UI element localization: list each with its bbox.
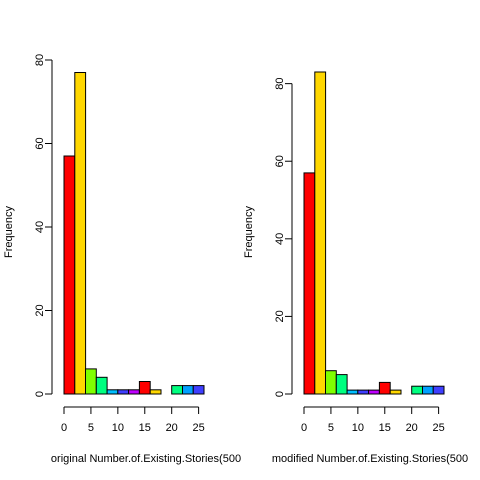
histogram-bar [368,389,380,395]
x-axis-label: modified Number.of.Existing.Stories(500 [272,453,468,465]
histogram-bar [182,385,194,395]
y-tick-label: 80 [34,54,46,66]
x-tick-label: 5 [88,422,94,434]
x-axis-label: original Number.of.Existing.Stories(500 [51,453,241,465]
x-tick-label: 5 [328,422,334,434]
y-tick-label: 20 [34,304,46,316]
x-tick-label: 10 [352,422,364,434]
y-tick-label: 40 [34,221,46,233]
histogram-bar [357,389,370,395]
x-tick-label: 25 [432,422,444,434]
histogram-bar [149,389,162,395]
histogram-bar [335,374,348,395]
histogram-bar [63,155,76,395]
y-tick-label: 60 [34,137,46,149]
histogram-bar [389,389,402,395]
x-tick-label: 20 [166,422,178,434]
y-tick-label: 40 [274,233,286,245]
histogram-bar [138,381,151,395]
histogram-bar [171,385,183,395]
histogram-bar [106,389,119,395]
histogram-bar [325,370,337,395]
histogram-panel-2: 0 20 40 60 80 0 5 10 15 20 25 Frequency modified Num… [243,71,468,465]
histogram-bar [411,385,424,395]
histogram-bar [128,389,140,395]
histogram-bar [85,368,97,395]
x-tick-label: 15 [139,422,151,434]
x-tick-label: 0 [61,422,67,434]
x-tick-label: 25 [192,422,204,434]
histogram-bar [422,385,434,395]
histogram-bar [95,376,108,395]
histogram-bar [117,389,130,395]
x-tick-label: 0 [301,422,307,434]
y-tick-label: 0 [274,391,286,397]
y-tick-label: 20 [274,310,286,322]
y-tick-label: 80 [274,78,286,90]
histogram-bar [74,72,87,395]
histogram-bar [303,172,316,395]
x-tick-label: 20 [406,422,418,434]
y-axis-label: Frequency [243,206,255,258]
y-tick-label: 60 [274,155,286,167]
histogram-bar [378,381,391,395]
x-tick-label: 15 [379,422,391,434]
histogram-bar [346,389,359,395]
histogram-panel-1: 0 20 40 60 80 0 5 10 15 20 25 Frequency original Num… [3,54,241,465]
histogram-bar [314,71,327,395]
y-tick-label: 0 [34,391,46,397]
y-axis-label: Frequency [3,206,15,258]
histogram-bar [192,385,205,395]
histogram-bar [432,385,445,395]
x-tick-label: 10 [112,422,124,434]
